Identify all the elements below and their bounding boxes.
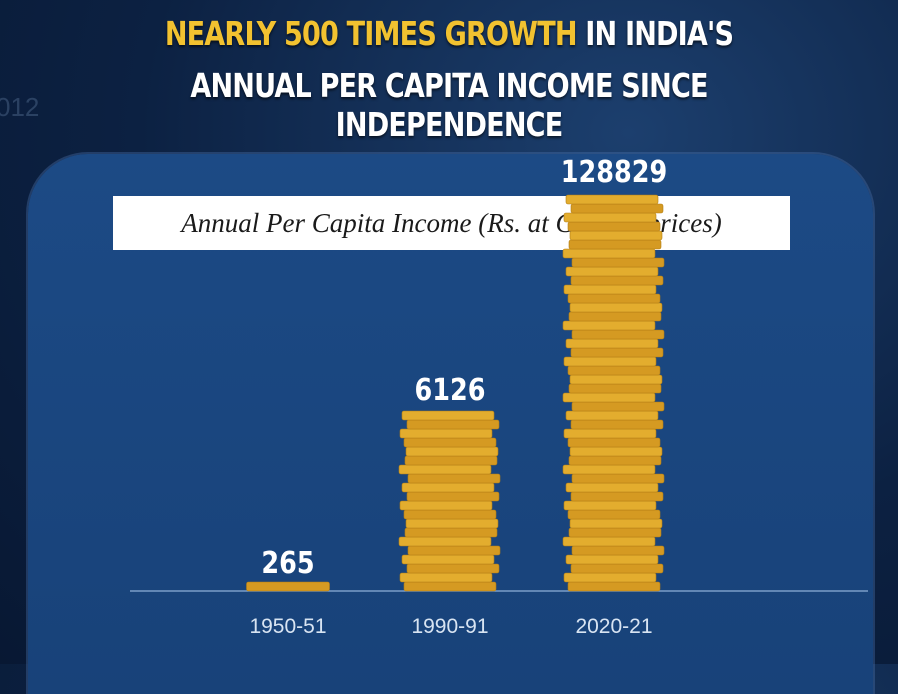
coin bbox=[399, 428, 493, 439]
coin bbox=[569, 518, 663, 529]
coin-chart: 265 1950-51 6126 1990-91 128829 2020-21 bbox=[130, 154, 868, 638]
coin bbox=[563, 428, 657, 439]
coin bbox=[562, 392, 656, 403]
coin bbox=[563, 572, 657, 583]
coin bbox=[562, 248, 656, 259]
coin bbox=[568, 527, 662, 538]
coin bbox=[405, 446, 499, 457]
coin bbox=[570, 491, 664, 502]
coin bbox=[563, 356, 657, 367]
coin bbox=[565, 482, 659, 493]
coin bbox=[571, 401, 665, 412]
headline-rest: IN INDIA'S bbox=[576, 14, 734, 53]
coin bbox=[562, 320, 656, 331]
coin bbox=[403, 437, 497, 448]
category-label: 1950-51 bbox=[249, 615, 326, 638]
coin bbox=[246, 581, 330, 592]
data-label: 128829 bbox=[561, 154, 667, 190]
coin bbox=[565, 266, 659, 277]
coin bbox=[569, 302, 663, 313]
coin bbox=[407, 545, 501, 556]
background-number: 012 bbox=[0, 92, 40, 122]
coin bbox=[571, 473, 665, 484]
coin bbox=[406, 419, 500, 430]
coin-stack-bar bbox=[246, 581, 330, 592]
coin bbox=[569, 230, 663, 241]
coin bbox=[569, 446, 663, 457]
coin bbox=[571, 329, 665, 340]
coin bbox=[570, 347, 664, 358]
category-label: 2020-21 bbox=[575, 615, 652, 638]
coin bbox=[565, 410, 659, 421]
coin bbox=[571, 257, 665, 268]
coin bbox=[563, 284, 657, 295]
coin bbox=[570, 563, 664, 574]
coin bbox=[570, 419, 664, 430]
headline-line-1: NEARLY 500 TIMES GROWTH IN INDIA'S bbox=[81, 14, 817, 53]
coin-stack-bar bbox=[398, 410, 501, 592]
coin bbox=[571, 545, 665, 556]
headline-highlight: NEARLY 500 TIMES GROWTH bbox=[164, 14, 578, 53]
coin bbox=[567, 437, 661, 448]
coin bbox=[407, 473, 501, 484]
coin-stack-bar bbox=[562, 194, 665, 592]
coin bbox=[567, 293, 661, 304]
coin bbox=[567, 221, 661, 232]
coin bbox=[565, 338, 659, 349]
coin bbox=[406, 563, 500, 574]
coin bbox=[405, 518, 499, 529]
coin bbox=[401, 482, 495, 493]
coin bbox=[398, 464, 492, 475]
coin bbox=[399, 500, 493, 511]
coin bbox=[562, 536, 656, 547]
coin bbox=[569, 374, 663, 385]
coin bbox=[567, 581, 661, 592]
coin bbox=[401, 554, 495, 565]
coin bbox=[565, 554, 659, 565]
coin bbox=[567, 509, 661, 520]
coin bbox=[406, 491, 500, 502]
coin bbox=[570, 275, 664, 286]
coin bbox=[567, 365, 661, 376]
coin bbox=[568, 239, 662, 250]
coin bbox=[399, 572, 493, 583]
data-label: 265 bbox=[261, 545, 314, 581]
coin bbox=[563, 500, 657, 511]
coin bbox=[565, 194, 659, 205]
coin bbox=[404, 527, 498, 538]
coin bbox=[568, 311, 662, 322]
category-label: 1990-91 bbox=[411, 615, 488, 638]
coin bbox=[562, 464, 656, 475]
coin bbox=[563, 212, 657, 223]
coin bbox=[568, 455, 662, 466]
data-label: 6126 bbox=[415, 372, 486, 408]
coin bbox=[398, 536, 492, 547]
coin bbox=[404, 455, 498, 466]
coin bbox=[568, 383, 662, 394]
coin bbox=[401, 410, 495, 421]
coin bbox=[403, 581, 497, 592]
headline-line-2: ANNUAL PER CAPITA INCOME SINCE INDEPENDE… bbox=[190, 66, 708, 144]
coin bbox=[570, 203, 664, 214]
coin bbox=[403, 509, 497, 520]
